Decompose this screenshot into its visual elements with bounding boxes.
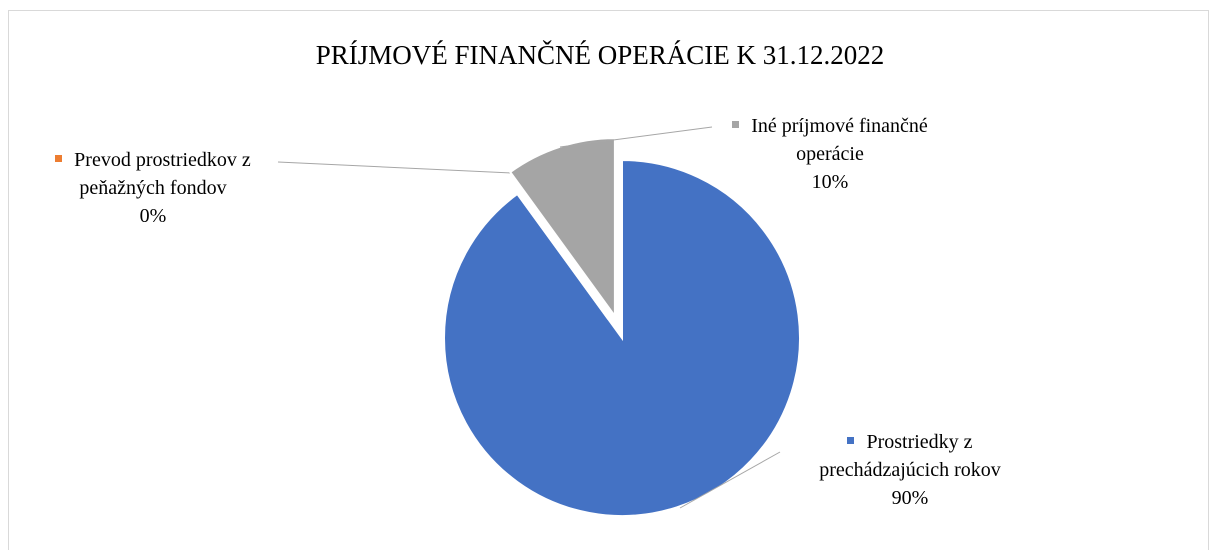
legend-marker	[732, 120, 740, 128]
category-label: Prevod prostriedkov z peňažných fondov	[74, 149, 251, 199]
value-label: 10%	[811, 171, 849, 193]
pie-slice	[443, 158, 801, 517]
pie-slice	[508, 137, 616, 320]
leader-line	[679, 451, 781, 509]
data-label: Iné príjmové finančné operácie 10%	[700, 112, 960, 196]
legend-marker	[847, 436, 855, 444]
leader-line	[559, 126, 713, 148]
leader-line	[277, 161, 513, 174]
chart-title: PRÍJMOVÉ FINANČNÉ OPERÁCIE K 31.12.2022	[316, 40, 885, 70]
data-label: Prevod prostriedkov z peňažných fondov 0%	[18, 146, 288, 230]
category-label: Prostriedky z prechádzajúcich rokov	[819, 431, 1001, 481]
value-label: 90%	[891, 487, 929, 509]
legend-marker	[55, 154, 63, 162]
category-label: Iné príjmové finančné operácie	[751, 115, 928, 165]
value-label: 0%	[139, 205, 167, 227]
data-label: Prostriedky z prechádzajúcich rokov 90%	[815, 428, 1005, 512]
pie-slice	[503, 174, 610, 320]
